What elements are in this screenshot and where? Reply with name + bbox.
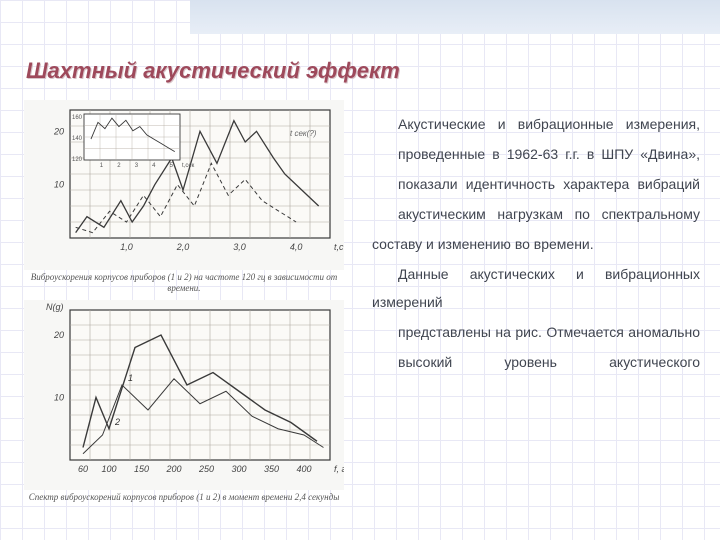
svg-text:400: 400 bbox=[296, 464, 311, 474]
svg-text:60: 60 bbox=[78, 464, 88, 474]
svg-text:150: 150 bbox=[134, 464, 149, 474]
svg-text:160: 160 bbox=[72, 115, 83, 121]
svg-text:2,0: 2,0 bbox=[176, 242, 190, 252]
svg-text:1: 1 bbox=[128, 373, 133, 383]
para-5: составу и изменению во времени. bbox=[372, 230, 700, 258]
figures-column: 20101,02,03,04,0t,сt сек(?)1601401201234… bbox=[24, 100, 344, 502]
svg-text:t сек(?): t сек(?) bbox=[290, 129, 317, 138]
svg-text:140: 140 bbox=[72, 136, 83, 142]
para-7: представлены на рис. Отмечается аномальн… bbox=[372, 318, 700, 346]
svg-text:N(g): N(g) bbox=[46, 302, 64, 312]
para-4: акустическим нагрузкам по спектральному bbox=[372, 200, 700, 228]
para-3: показали идентичность характера вибраций bbox=[372, 170, 700, 198]
svg-text:100: 100 bbox=[101, 464, 116, 474]
svg-text:10: 10 bbox=[54, 392, 64, 402]
svg-text:4,0: 4,0 bbox=[290, 242, 303, 252]
figure-1-caption: Виброускорения корпусов приборов (1 и 2)… bbox=[24, 272, 344, 294]
svg-text:200: 200 bbox=[165, 464, 181, 474]
figure-2: 20 10 60 100 150 200 250 300 350 400 f, гц N(g) 2 1 С… bbox=[24, 300, 344, 503]
figure-2-caption: Спектр виброускорений корпусов приборов … bbox=[24, 492, 344, 503]
svg-text:120: 120 bbox=[72, 157, 83, 163]
para-8: высокий уровень акустического bbox=[372, 348, 700, 376]
figure-1: 20101,02,03,04,0t,сt сек(?)1601401201234… bbox=[24, 100, 344, 294]
svg-text:20: 20 bbox=[53, 126, 64, 136]
svg-text:20: 20 bbox=[53, 330, 64, 340]
svg-text:3,0: 3,0 bbox=[233, 242, 246, 252]
svg-text:t,сек: t,сек bbox=[182, 163, 195, 169]
svg-text:350: 350 bbox=[264, 464, 279, 474]
slide-heading: Шахтный акустический эффект bbox=[26, 58, 400, 84]
svg-text:f, гц: f, гц bbox=[334, 464, 344, 474]
svg-text:t,с: t,с bbox=[334, 242, 344, 252]
svg-text:1,0: 1,0 bbox=[120, 242, 133, 252]
svg-text:2: 2 bbox=[114, 416, 120, 426]
svg-text:250: 250 bbox=[198, 464, 214, 474]
para-1: Акустические и вибрационные измерения, bbox=[372, 110, 700, 138]
para-2: проведенные в 1962-63 г.г. в ШПУ «Двина»… bbox=[372, 140, 700, 168]
slide-top-banner bbox=[190, 0, 720, 34]
svg-text:300: 300 bbox=[231, 464, 246, 474]
para-6: Данные акустических и вибрационных измер… bbox=[372, 260, 700, 316]
body-text: Акустические и вибрационные измерения, п… bbox=[372, 110, 700, 378]
svg-text:10: 10 bbox=[54, 180, 64, 190]
